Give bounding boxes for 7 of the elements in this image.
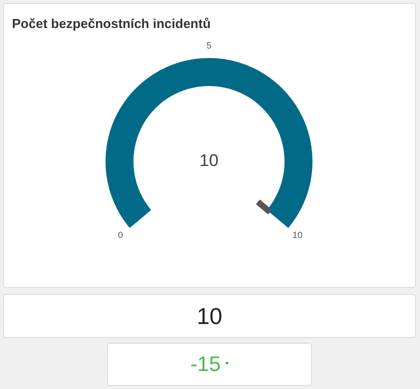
chart-title: Počet bezpečnostních incidentů [12,16,211,31]
text: 10 [292,230,302,240]
text: 5 [206,40,212,50]
text: 10 [3,294,416,338]
text: 10 [200,151,218,170]
text: -15 [190,352,221,376]
text: 0 [118,230,124,240]
